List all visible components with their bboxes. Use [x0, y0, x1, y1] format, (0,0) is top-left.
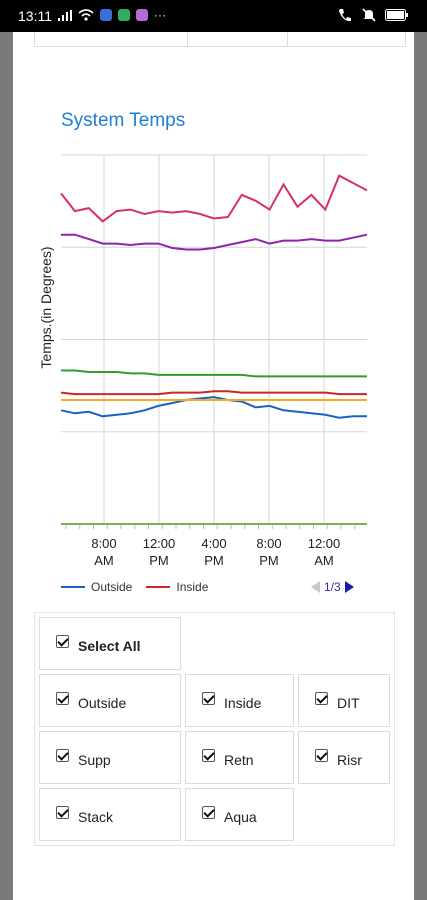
app-notification-icon-2 — [118, 9, 130, 21]
status-left-icons: ··· — [58, 8, 166, 22]
x-tick-label: 8:00 AM — [91, 536, 116, 568]
checkbox-aqua[interactable]: Aqua — [185, 788, 294, 841]
checkbox-risr[interactable]: Risr — [298, 731, 390, 784]
x-tick-label: 12:00 AM — [308, 536, 341, 568]
chart-legend: Outside Inside — [61, 580, 222, 594]
checkbox-checked-icon[interactable] — [56, 692, 69, 705]
call-wifi-icon — [339, 9, 351, 22]
series-line-series-3 — [61, 369, 367, 378]
status-right-icons — [337, 7, 409, 23]
previous-table-bottom — [34, 32, 406, 47]
checkbox-supp[interactable]: Supp — [39, 731, 181, 784]
wifi-icon — [78, 9, 94, 21]
signal-icon — [58, 9, 72, 21]
select-all-checkbox[interactable]: Select All — [39, 617, 181, 670]
legend-prev-arrow-icon[interactable] — [311, 581, 320, 593]
checkbox-checked-icon[interactable] — [56, 749, 69, 762]
checkbox-checked-icon[interactable] — [56, 635, 69, 648]
checkbox-retn[interactable]: Retn — [185, 731, 294, 784]
legend-page-indicator: 1/3 — [324, 580, 341, 594]
app-notification-icon-3 — [136, 9, 148, 21]
legend-next-arrow-icon[interactable] — [344, 581, 354, 593]
checkbox-checked-icon[interactable] — [202, 692, 215, 705]
status-time: 13:11 — [18, 8, 52, 24]
checkbox-stack[interactable]: Stack — [39, 788, 181, 841]
chart-title: System Temps — [61, 110, 186, 131]
app-notification-icon-1 — [100, 9, 112, 21]
more-notifications-icon: ··· — [154, 8, 166, 22]
checkbox-checked-icon[interactable] — [202, 749, 215, 762]
chart-card: System Temps 8:00 AM 12:00 PM 4:00 PM 8:00 PM 12… — [13, 32, 414, 900]
checkbox-checked-icon[interactable] — [315, 749, 328, 762]
legend-pager: 1/3 — [311, 580, 354, 594]
checkbox-inside[interactable]: Inside — [185, 674, 294, 727]
series-line-series-4 — [61, 233, 368, 251]
y-axis-label: Temps.(in Degrees) — [38, 246, 54, 368]
x-tick-label: 12:00 PM — [143, 536, 176, 568]
checkbox-checked-icon[interactable] — [56, 806, 69, 819]
battery-icon — [385, 9, 408, 21]
checkbox-checked-icon[interactable] — [315, 692, 328, 705]
temps-line-chart: 8:00 AM 12:00 PM 4:00 PM 8:00 PM 12:00 AM Temps.(i… — [38, 154, 368, 568]
mute-icon — [362, 8, 376, 22]
checkbox-outside[interactable]: Outside — [39, 674, 181, 727]
legend-item-inside: Inside — [146, 580, 208, 594]
checkbox-dit[interactable]: DIT — [298, 674, 390, 727]
series-line-series-5 — [60, 174, 368, 223]
status-bar: 13:11 ··· — [0, 0, 427, 32]
series-line-outside — [60, 396, 367, 419]
checkbox-checked-icon[interactable] — [202, 806, 215, 819]
series-line-inside — [60, 390, 367, 396]
x-tick-label: 4:00 PM — [201, 536, 226, 568]
series-checkbox-grid: Select All Outside Inside DIT Supp Retn … — [34, 612, 395, 846]
x-tick-label: 8:00 PM — [256, 536, 281, 568]
legend-item-outside: Outside — [61, 580, 132, 594]
